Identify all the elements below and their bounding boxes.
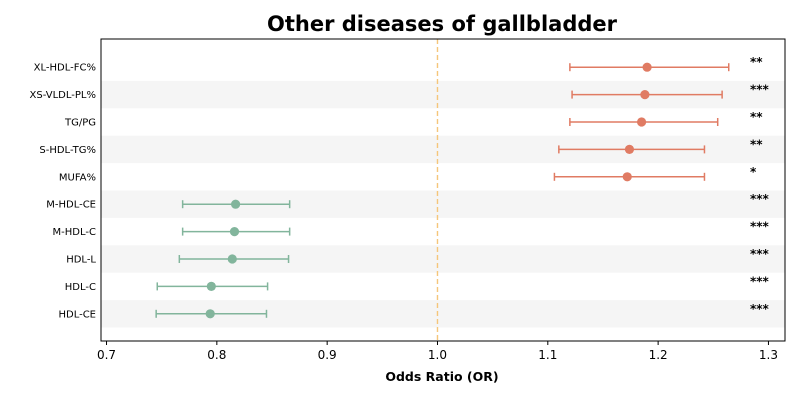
x-axis: 0.7 0.8 0.9 1.0 1.1 1.2 1.3 [97,341,778,362]
x-tick-label: 1.0 [428,348,447,362]
significance-label: ** [750,55,763,69]
x-tick-label: 1.2 [649,348,668,362]
y-tick-label: HDL-L [66,255,96,266]
y-tick-label: MUFA% [59,172,96,183]
y-tick-label: XL-HDL-FC% [34,63,96,74]
y-tick-labels: XL-HDL-FC% XS-VLDL-PL% TG/PG S-HDL-TG% MUFA%… [30,63,97,321]
x-tick-label: 0.7 [97,348,116,362]
or-point [227,254,237,264]
or-point [206,281,216,291]
or-point [642,62,652,72]
y-tick-label: HDL-C [65,282,96,293]
x-tick-label: 0.8 [207,348,226,362]
significance-label: ** [750,110,763,124]
significance-label: *** [750,274,770,288]
significance-label: *** [750,192,770,206]
significance-labels: ************************* [750,55,770,316]
y-tick-label: M-HDL-CE [46,200,96,211]
or-point [229,227,240,237]
plot-frame [100,38,786,342]
or-point [205,309,215,319]
or-point [636,117,647,127]
y-tick-label: TG/PG [64,118,96,129]
x-tick-label: 1.1 [538,348,557,362]
or-point [230,199,241,209]
or-point [622,172,632,182]
significance-label: *** [750,247,770,261]
or-point [640,90,650,100]
x-axis-label: Odds Ratio (OR) [385,369,498,384]
significance-label: *** [750,83,770,97]
chart-title: Other diseases of gallbladder [267,12,618,36]
x-tick-label: 1.3 [759,348,778,362]
plot-marks [155,62,730,319]
significance-label: *** [750,302,770,316]
y-tick-label: S-HDL-TG% [39,145,96,156]
significance-label: * [750,165,757,179]
y-tick-label: HDL-CE [58,309,96,320]
significance-label: ** [750,137,763,151]
or-point [624,144,635,154]
x-tick-label: 0.9 [318,348,337,362]
y-tick-label: XS-VLDL-PL% [30,90,96,101]
significance-label: *** [750,220,770,234]
y-tick-label: M-HDL-C [53,227,96,238]
